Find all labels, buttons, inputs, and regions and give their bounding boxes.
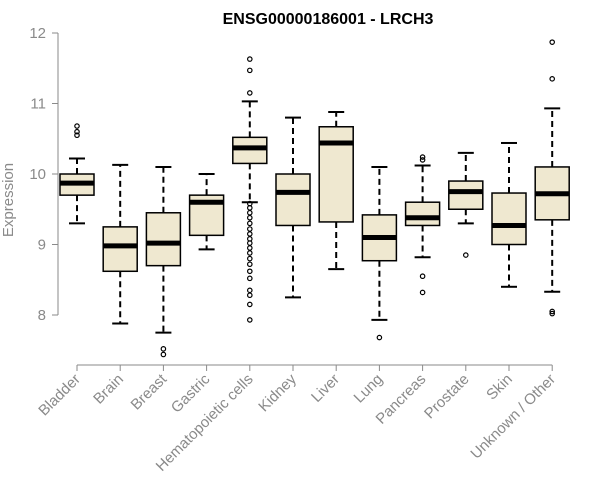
y-axis: 8 9 10 11 12 <box>29 25 59 324</box>
box-unknown-other <box>534 39 570 317</box>
outlier-point <box>247 268 253 275</box>
x-tick-label: Lung <box>351 371 387 407</box>
x-tick-label: Kidney <box>255 370 300 415</box>
outlier-point <box>247 231 253 237</box>
outlier-point <box>419 154 426 160</box>
outlier-point <box>247 214 253 221</box>
y-tick-label: 10 <box>29 166 46 183</box>
outlier-point <box>247 301 253 308</box>
box-pancreas <box>404 154 441 296</box>
y-axis-label: Expression <box>0 163 17 237</box>
iqr-box <box>491 192 527 246</box>
outlier-point <box>247 67 253 74</box>
outlier-point <box>549 39 556 45</box>
outlier-point <box>247 245 253 251</box>
x-tick-label: Bladder <box>35 371 84 420</box>
outlier-point <box>247 287 253 294</box>
box-brain <box>102 163 138 325</box>
y-tick-label: 11 <box>30 96 46 113</box>
outlier-point <box>462 252 469 258</box>
outlier-point <box>247 220 253 227</box>
y-tick-label: 9 <box>38 237 46 254</box>
outlier-point <box>247 317 253 323</box>
x-tick-label: Brain <box>90 371 127 408</box>
outlier-point <box>160 346 167 352</box>
outlier-point <box>419 289 426 296</box>
outlier-point <box>247 261 253 268</box>
boxes-group <box>59 39 570 358</box>
y-tick-label: 8 <box>38 307 46 324</box>
x-tick-label: Liver <box>308 371 343 406</box>
outlier-point <box>247 250 253 256</box>
outlier-point <box>247 255 253 262</box>
outlier-point <box>74 132 80 139</box>
outlier-point <box>74 123 80 129</box>
outlier-point <box>247 209 253 216</box>
iqr-box <box>275 173 311 227</box>
outlier-point <box>247 90 253 96</box>
outlier-point <box>247 292 253 299</box>
outlier-point <box>419 273 426 280</box>
y-tick-label: 12 <box>29 25 46 42</box>
outlier-point <box>549 308 556 315</box>
outlier-point <box>247 56 253 62</box>
box-hematopoietic-cells <box>232 56 268 323</box>
outlier-point <box>247 275 253 282</box>
iqr-box <box>102 226 138 273</box>
outlier-point <box>160 351 167 358</box>
outlier-point <box>247 226 253 232</box>
chart-title: ENSG00000186001 - LRCH3 <box>223 11 434 28</box>
iqr-box <box>448 180 484 211</box>
box-bladder <box>59 123 95 225</box>
box-kidney <box>275 116 311 299</box>
x-tick-label: Breast <box>128 370 171 413</box>
box-skin <box>491 141 527 288</box>
box-gastric <box>188 173 225 251</box>
x-tick-label: Skin <box>483 371 516 404</box>
box-lung <box>361 165 398 341</box>
outlier-point <box>549 76 556 82</box>
box-prostate <box>448 151 484 258</box>
outlier-point <box>419 157 426 163</box>
x-tick-label: Prostate <box>421 371 473 423</box>
box-liver <box>318 110 354 271</box>
box-breast <box>145 165 182 358</box>
outlier-point <box>74 128 80 135</box>
iqr-box <box>145 212 182 267</box>
iqr-box <box>404 201 441 227</box>
outlier-point <box>376 334 383 341</box>
outlier-point <box>549 310 556 317</box>
